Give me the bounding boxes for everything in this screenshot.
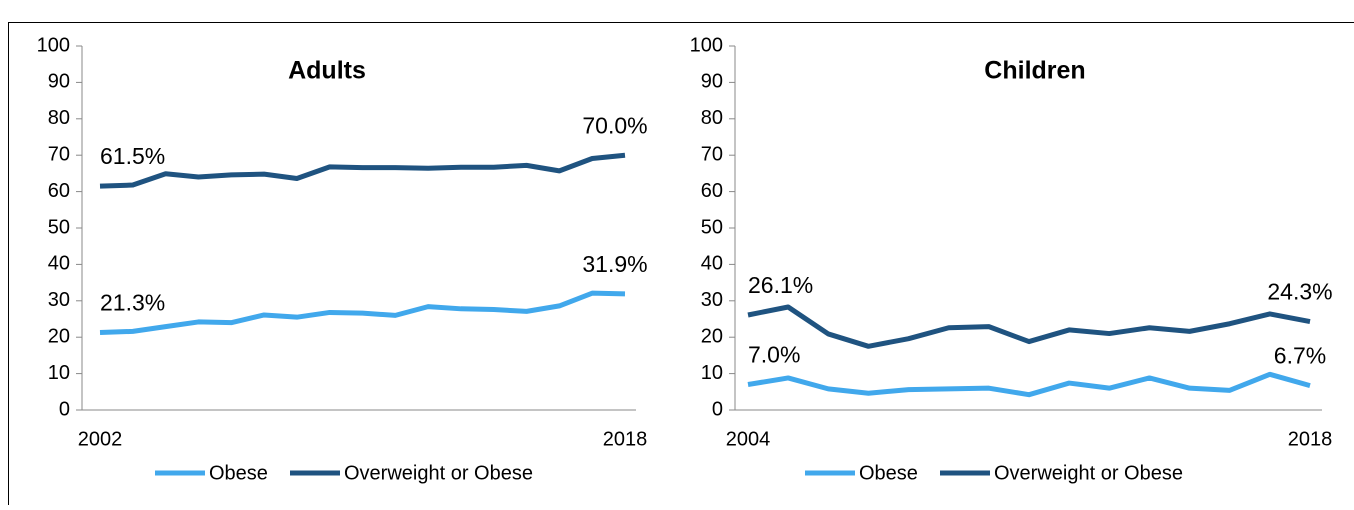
y-tick-label: 30: [48, 289, 70, 311]
chart-title: Children: [984, 57, 1085, 85]
legend-label: Obese: [209, 462, 268, 484]
y-tick-label: 40: [48, 253, 70, 275]
x-tick-label: 2002: [78, 428, 123, 450]
series-line: [748, 307, 1310, 346]
x-tick-label: 2018: [603, 428, 648, 450]
data-label: 21.3%: [100, 290, 165, 316]
y-tick-label: 0: [59, 398, 70, 420]
data-label: 61.5%: [100, 143, 165, 169]
data-label: 7.0%: [748, 342, 800, 368]
y-tick-label: 50: [701, 216, 723, 238]
y-tick-label: 90: [701, 71, 723, 93]
y-tick-label: 20: [701, 325, 723, 347]
y-tick-label: 30: [701, 289, 723, 311]
legend-label: Overweight or Obese: [994, 462, 1183, 484]
y-tick-label: 10: [701, 362, 723, 384]
y-tick-label: 90: [48, 71, 70, 93]
y-tick-label: 20: [48, 325, 70, 347]
x-tick-label: 2018: [1288, 428, 1333, 450]
series-line: [100, 155, 625, 186]
data-label: 26.1%: [748, 272, 813, 298]
y-tick-label: 60: [701, 180, 723, 202]
y-tick-label: 50: [48, 216, 70, 238]
y-tick-label: 60: [48, 180, 70, 202]
x-tick-label: 2004: [726, 428, 771, 450]
data-label: 24.3%: [1267, 279, 1332, 305]
data-label: 6.7%: [1274, 343, 1326, 369]
data-label: 70.0%: [582, 112, 647, 138]
y-tick-label: 80: [701, 107, 723, 129]
y-tick-label: 40: [701, 253, 723, 275]
y-tick-label: 100: [37, 34, 70, 56]
data-label: 31.9%: [582, 251, 647, 277]
series-line: [100, 293, 625, 332]
y-tick-label: 80: [48, 107, 70, 129]
legend-label: Obese: [859, 462, 918, 484]
y-tick-label: 100: [690, 34, 723, 56]
y-tick-label: 70: [48, 143, 70, 165]
y-tick-label: 0: [712, 398, 723, 420]
y-tick-label: 70: [701, 143, 723, 165]
chart-title: Adults: [288, 57, 366, 85]
series-line: [748, 374, 1310, 394]
frame: [9, 23, 1354, 506]
y-tick-label: 10: [48, 362, 70, 384]
legend-label: Overweight or Obese: [344, 462, 533, 484]
